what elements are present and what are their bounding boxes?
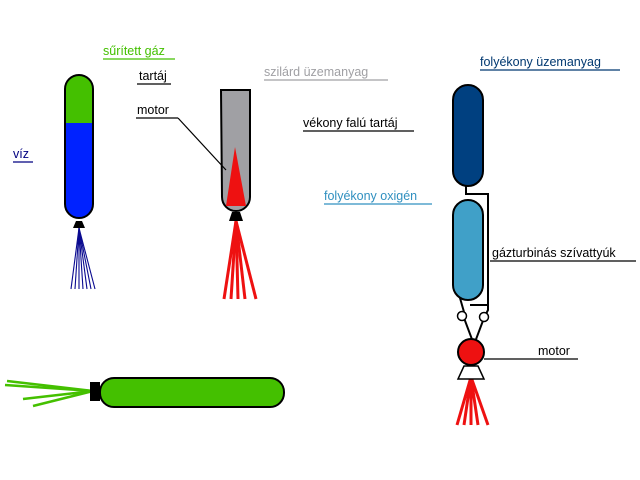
water-rocket-water (65, 123, 93, 218)
label-thin-wall-tank: vékony falú tartáj (303, 116, 398, 130)
turbopump-right (478, 311, 490, 323)
label-liquid-fuel: folyékony üzemanyag (480, 55, 601, 69)
liquid-fuel-labels: folyékony üzemanyag vékony falú tartáj f… (303, 55, 636, 360)
label-gas-turbine-pumps: gázturbinás szívattyúk (492, 246, 616, 260)
oxygen-tank (452, 199, 484, 301)
combustion-chamber (457, 338, 485, 366)
liquid-fuel-rocket (452, 84, 490, 426)
solid-fuel-labels: szilárd üzemanyag (177, 65, 388, 171)
liquid-flame-jet (455, 376, 490, 426)
label-water: víz (13, 147, 29, 161)
solid-fuel-rocket (219, 89, 258, 300)
water-rocket-tank (64, 74, 94, 219)
label-solid-fuel: szilárd üzemanyag (264, 65, 368, 79)
solid-fuel-nozzle (229, 212, 243, 221)
horizontal-rocket-nozzle (90, 382, 100, 401)
solid-motor-leader (177, 117, 227, 171)
water-rocket (64, 74, 96, 290)
water-rocket-jet (70, 227, 96, 290)
water-rocket-nozzle (73, 221, 85, 228)
turbopump-left (456, 310, 468, 322)
water-rocket-compressed-gas (65, 75, 93, 123)
solid-fuel-flame-jet (222, 220, 258, 300)
label-compressed-gas: sűrített gáz (103, 44, 165, 58)
label-liquid-oxygen: folyékony oxigén (324, 189, 417, 203)
label-tank: tartáj (139, 69, 167, 83)
liquid-engine-nozzle (456, 365, 486, 380)
horizontal-rocket-body (99, 377, 285, 408)
water-rocket-labels: sűrített gáz tartáj motor víz (13, 44, 178, 163)
horizontal-rocket (4, 377, 285, 408)
fuel-tank (452, 84, 484, 187)
solid-fuel-flame-core (226, 147, 246, 206)
horizontal-rocket-jet (4, 379, 94, 408)
label-motor: motor (137, 103, 169, 117)
label-motor-2: motor (538, 344, 570, 358)
